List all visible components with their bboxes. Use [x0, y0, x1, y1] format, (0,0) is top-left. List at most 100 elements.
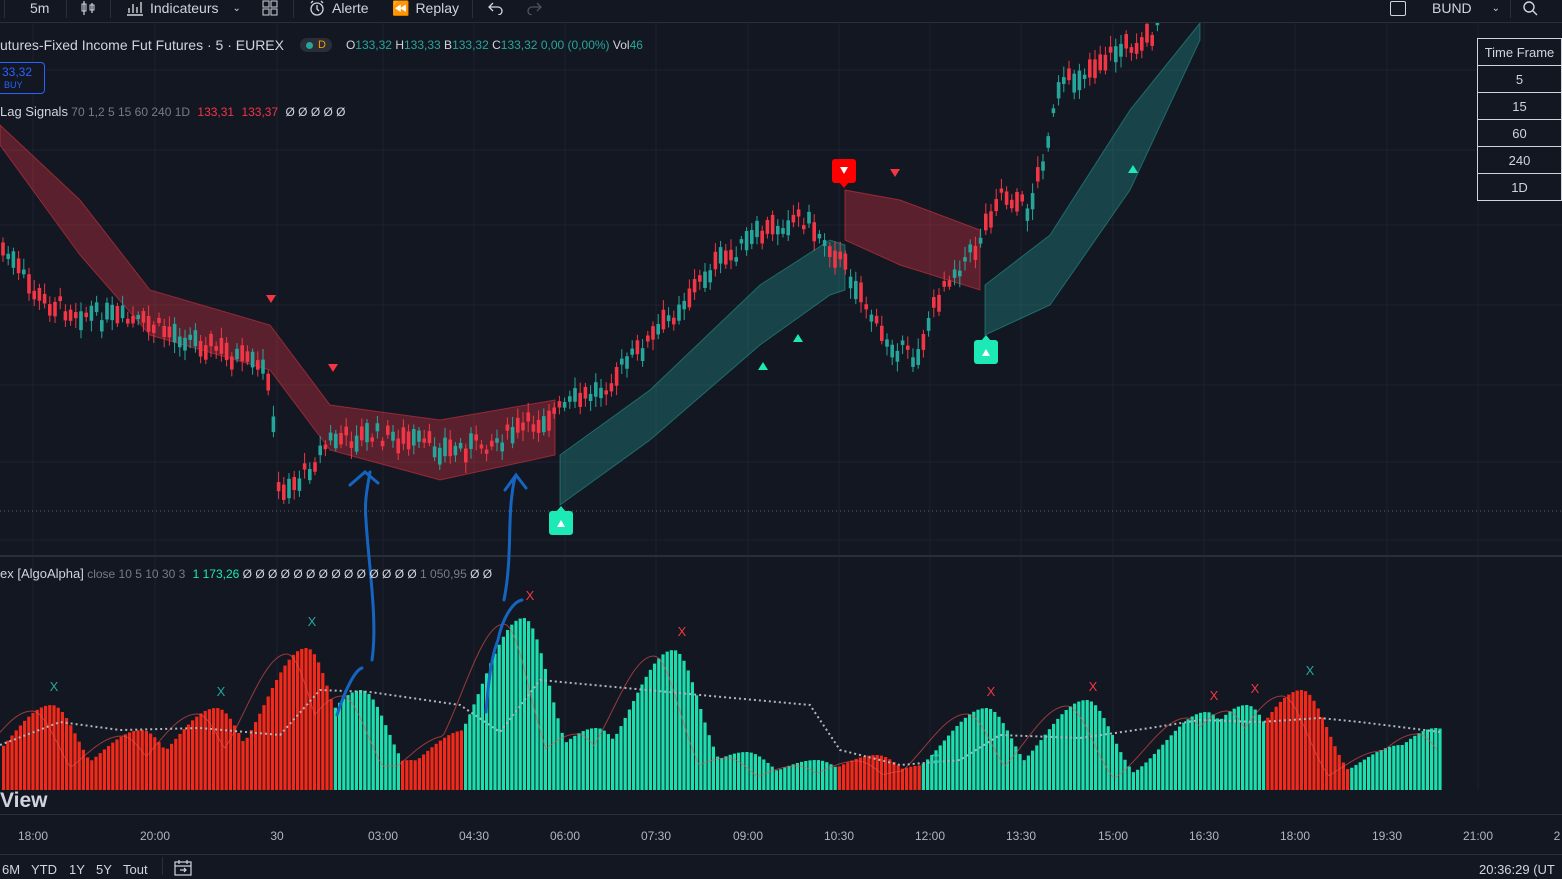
histogram-bar: [510, 624, 514, 790]
histogram-bar: [762, 759, 766, 790]
histogram-bar: [1089, 701, 1093, 790]
chart-area[interactable]: X X X X X X X X X X X: [0, 23, 1562, 813]
histogram-bar: [959, 721, 963, 790]
candle-body: [1067, 68, 1071, 81]
histogram-bar: [1333, 746, 1337, 790]
histogram-bar: [1329, 736, 1333, 790]
interval-button[interactable]: 5m: [30, 0, 49, 16]
histogram-bar: [707, 735, 711, 790]
range-button-1y[interactable]: 1Y: [69, 862, 85, 877]
histogram-bar: [858, 757, 862, 790]
histogram-bar: [1215, 718, 1219, 790]
range-button-6m[interactable]: 6M: [2, 862, 21, 877]
candle-body: [781, 228, 785, 234]
histogram-bar: [1346, 769, 1350, 790]
chart-canvas[interactable]: X X X X X X X X X X X: [0, 23, 1562, 813]
indicator-legend-algoalpha[interactable]: ex [AlgoAlpha] close 10 5 10 30 3 1 173,…: [0, 566, 492, 581]
histogram-bar: [825, 762, 829, 790]
histogram-bar: [1438, 728, 1442, 790]
candle-body: [604, 390, 608, 395]
trade-side: BUY: [4, 80, 23, 90]
clock-timezone[interactable]: 20:36:29 (UT: [1479, 862, 1555, 877]
histogram-bar: [1026, 755, 1030, 790]
candle-body: [952, 269, 957, 278]
histogram-bar: [300, 648, 304, 790]
candle-body: [921, 334, 926, 350]
candle-body: [458, 442, 463, 449]
candle-body: [1119, 43, 1123, 57]
replay-button[interactable]: ⏪ Replay: [392, 0, 459, 16]
trade-price-box[interactable]: 33,32 BUY: [0, 62, 45, 94]
alert-button[interactable]: Alerte: [308, 0, 369, 16]
undo-button[interactable]: [488, 0, 504, 16]
candle-body: [755, 220, 759, 238]
candle-body: [146, 315, 151, 332]
range-button-5y[interactable]: 5Y: [96, 862, 112, 877]
time-tick: 18:00: [17, 829, 49, 843]
ohlc-label: B: [444, 38, 453, 52]
indicators-label: Indicateurs: [150, 0, 219, 16]
histogram-bar: [296, 651, 300, 790]
candle-body: [386, 425, 390, 435]
histogram-bar: [1434, 728, 1438, 790]
indicator-legend-lag-signals[interactable]: Lag Signals 70 1,2 5 15 60 240 1D 133,31…: [0, 104, 346, 119]
candle-body: [1088, 59, 1092, 78]
chart-type-button[interactable]: [80, 0, 96, 16]
range-button-all[interactable]: Tout: [123, 862, 148, 877]
time-tick: 21:00: [1462, 829, 1494, 843]
histogram-bar: [262, 705, 266, 790]
histogram-bar: [850, 760, 854, 790]
search-button[interactable]: [1522, 0, 1538, 16]
candle-body: [552, 407, 556, 414]
timeframe-row: 15: [1477, 92, 1562, 120]
candle-body: [354, 435, 359, 452]
histogram-bar: [123, 734, 127, 790]
histogram-bar: [1047, 729, 1051, 790]
histogram-bar: [816, 760, 820, 790]
histogram-bar: [455, 731, 459, 790]
histogram-bar: [522, 618, 526, 790]
indicator-name: Lag Signals: [0, 104, 68, 119]
histogram-bar: [1388, 746, 1392, 790]
histogram-bar: [346, 695, 350, 790]
candle-body: [547, 410, 551, 431]
histogram-bar: [417, 758, 421, 790]
histogram-bar: [52, 705, 56, 790]
histogram-bar: [1186, 719, 1190, 790]
indicator-params: 70 1,2 5 15 60 240 1D: [71, 105, 191, 119]
date-range-button[interactable]: [174, 860, 192, 879]
candle-body: [916, 349, 920, 365]
candle-body: [703, 271, 707, 288]
redo-button[interactable]: [526, 0, 542, 16]
histogram-bar: [1430, 728, 1434, 790]
symbol-selector[interactable]: BUND ⌄: [1432, 0, 1500, 16]
candle-body: [276, 482, 281, 492]
layout-button[interactable]: [262, 0, 278, 16]
indicators-button[interactable]: Indicateurs ⌄: [126, 0, 241, 16]
histogram-bar: [140, 730, 144, 790]
histogram-bar: [548, 685, 552, 790]
time-axis[interactable]: 18:00 20:00 30 03:00 04:30 06:00 07:30 0…: [0, 814, 1562, 855]
timeframe-row: 1D: [1477, 173, 1562, 201]
candle-body: [32, 290, 36, 300]
candle-body: [1134, 43, 1139, 54]
high-value: 133,33: [404, 38, 441, 52]
histogram-bar: [1152, 753, 1156, 790]
histogram-bar: [1409, 738, 1413, 790]
market-status-badge: D: [299, 38, 332, 52]
histogram-bar: [111, 742, 115, 790]
arrow-up-icon: [982, 349, 990, 356]
histogram-bar: [552, 702, 556, 790]
fullscreen-toggle[interactable]: [1390, 0, 1406, 16]
range-button-ytd[interactable]: YTD: [31, 862, 57, 877]
main-series-legend[interactable]: utures-Fixed Income Fut Futures · 5 · EU…: [0, 37, 643, 53]
histogram-bar: [1396, 745, 1400, 790]
candle-body: [885, 339, 889, 347]
histogram-bar: [2, 745, 6, 790]
histogram-bar: [65, 718, 69, 790]
histogram-bar: [984, 708, 988, 790]
histogram-bar: [699, 709, 703, 790]
candle-body: [765, 219, 770, 234]
candle-body: [973, 245, 978, 260]
histogram-bar: [1157, 749, 1161, 790]
